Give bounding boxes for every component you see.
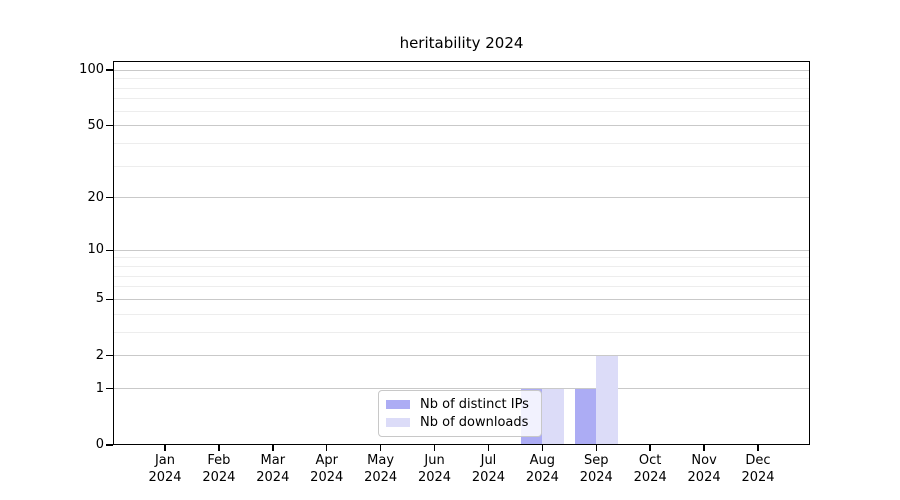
x-tick-mark-Dec-2024 (757, 445, 759, 451)
y-tick-label-20: 20 (87, 189, 104, 205)
legend-swatch-downloads-icon (386, 418, 410, 427)
x-tick-mark-Apr-2024 (326, 445, 328, 451)
legend-item-distinct-ips: Nb of distinct IPs (386, 397, 533, 412)
x-tick-label-Dec-2024: Dec 2024 (741, 453, 775, 485)
y-tick-mark-5 (106, 298, 113, 301)
bar-nb-of-downloads-Aug-2024 (542, 388, 564, 445)
x-tick-label-Nov-2024: Nov 2024 (687, 453, 721, 485)
gridline-major-2 (113, 355, 810, 357)
x-tick-label-Jun-2024: Jun 2024 (417, 453, 452, 485)
x-tick-mark-Feb-2024 (218, 445, 220, 451)
gridline-major-10 (113, 249, 810, 251)
y-tick-label-100: 100 (79, 62, 104, 78)
gridline-minor-40 (113, 142, 810, 144)
bar-nb-of-downloads-Sep-2024 (596, 355, 618, 445)
x-tick-label-Feb-2024: Feb 2024 (202, 453, 236, 485)
x-tick-label-Mar-2024: Mar 2024 (256, 453, 290, 485)
y-tick-mark-0 (106, 444, 113, 446)
legend-label-distinct-ips: Nb of distinct IPs (420, 397, 529, 412)
gridline-minor-90 (113, 78, 810, 80)
legend-swatch-distinct-ips-icon (386, 400, 410, 409)
gridline-major-100 (113, 69, 810, 71)
x-tick-mark-Aug-2024 (541, 445, 544, 451)
x-tick-mark-Jun-2024 (433, 445, 436, 451)
legend-item-downloads: Nb of downloads (386, 415, 533, 430)
gridline-minor-70 (113, 98, 810, 100)
x-tick-label-Apr-2024: Apr 2024 (310, 453, 344, 485)
gridline-minor-8 (113, 266, 810, 268)
gridline-minor-80 (113, 87, 810, 89)
y-tick-mark-20 (106, 196, 113, 199)
gridline-major-20 (113, 197, 810, 199)
gridline-minor-30 (113, 165, 810, 167)
plot-area (113, 61, 810, 445)
x-tick-label-Jul-2024: Jul 2024 (471, 453, 505, 485)
gridline-major-5 (113, 298, 810, 300)
x-tick-label-Oct-2024: Oct 2024 (633, 453, 667, 485)
y-tick-label-0: 0 (95, 437, 104, 452)
y-tick-mark-2 (106, 355, 113, 357)
y-tick-label-10: 10 (87, 242, 104, 258)
legend: Nb of distinct IPs Nb of downloads (378, 390, 542, 437)
y-tick-mark-1 (106, 387, 113, 390)
chart-title: heritability 2024 (399, 34, 524, 52)
gridline-minor-4 (113, 313, 810, 315)
x-tick-label-Aug-2024: Aug 2024 (525, 453, 559, 485)
x-tick-mark-Jul-2024 (487, 445, 490, 451)
x-tick-label-Jan-2024: Jan 2024 (148, 453, 182, 485)
gridline-minor-7 (113, 275, 810, 277)
bar-nb-of-distinct-ips-Sep-2024 (574, 388, 597, 445)
gridline-minor-60 (113, 110, 810, 112)
gridline-minor-6 (113, 286, 810, 288)
x-tick-mark-May-2024 (379, 445, 382, 451)
x-tick-label-Sep-2024: Sep 2024 (579, 453, 613, 485)
x-tick-mark-Nov-2024 (703, 445, 705, 451)
y-tick-mark-100 (106, 69, 113, 71)
y-tick-label-5: 5 (95, 291, 104, 307)
gridline-minor-9 (113, 257, 810, 259)
gridline-major-50 (113, 125, 810, 127)
y-tick-mark-50 (106, 124, 113, 127)
x-tick-mark-Oct-2024 (649, 445, 651, 451)
x-tick-mark-Mar-2024 (272, 445, 274, 451)
y-tick-label-50: 50 (87, 117, 104, 133)
y-tick-label-1: 1 (95, 380, 104, 396)
x-tick-mark-Sep-2024 (595, 445, 597, 451)
x-tick-mark-Jan-2024 (164, 445, 166, 451)
gridline-major-1 (113, 388, 810, 390)
x-tick-label-May-2024: May 2024 (364, 453, 398, 485)
y-tick-label-2: 2 (95, 347, 104, 363)
legend-label-downloads: Nb of downloads (420, 415, 529, 430)
y-tick-mark-10 (106, 249, 113, 251)
gridline-minor-3 (113, 331, 810, 333)
